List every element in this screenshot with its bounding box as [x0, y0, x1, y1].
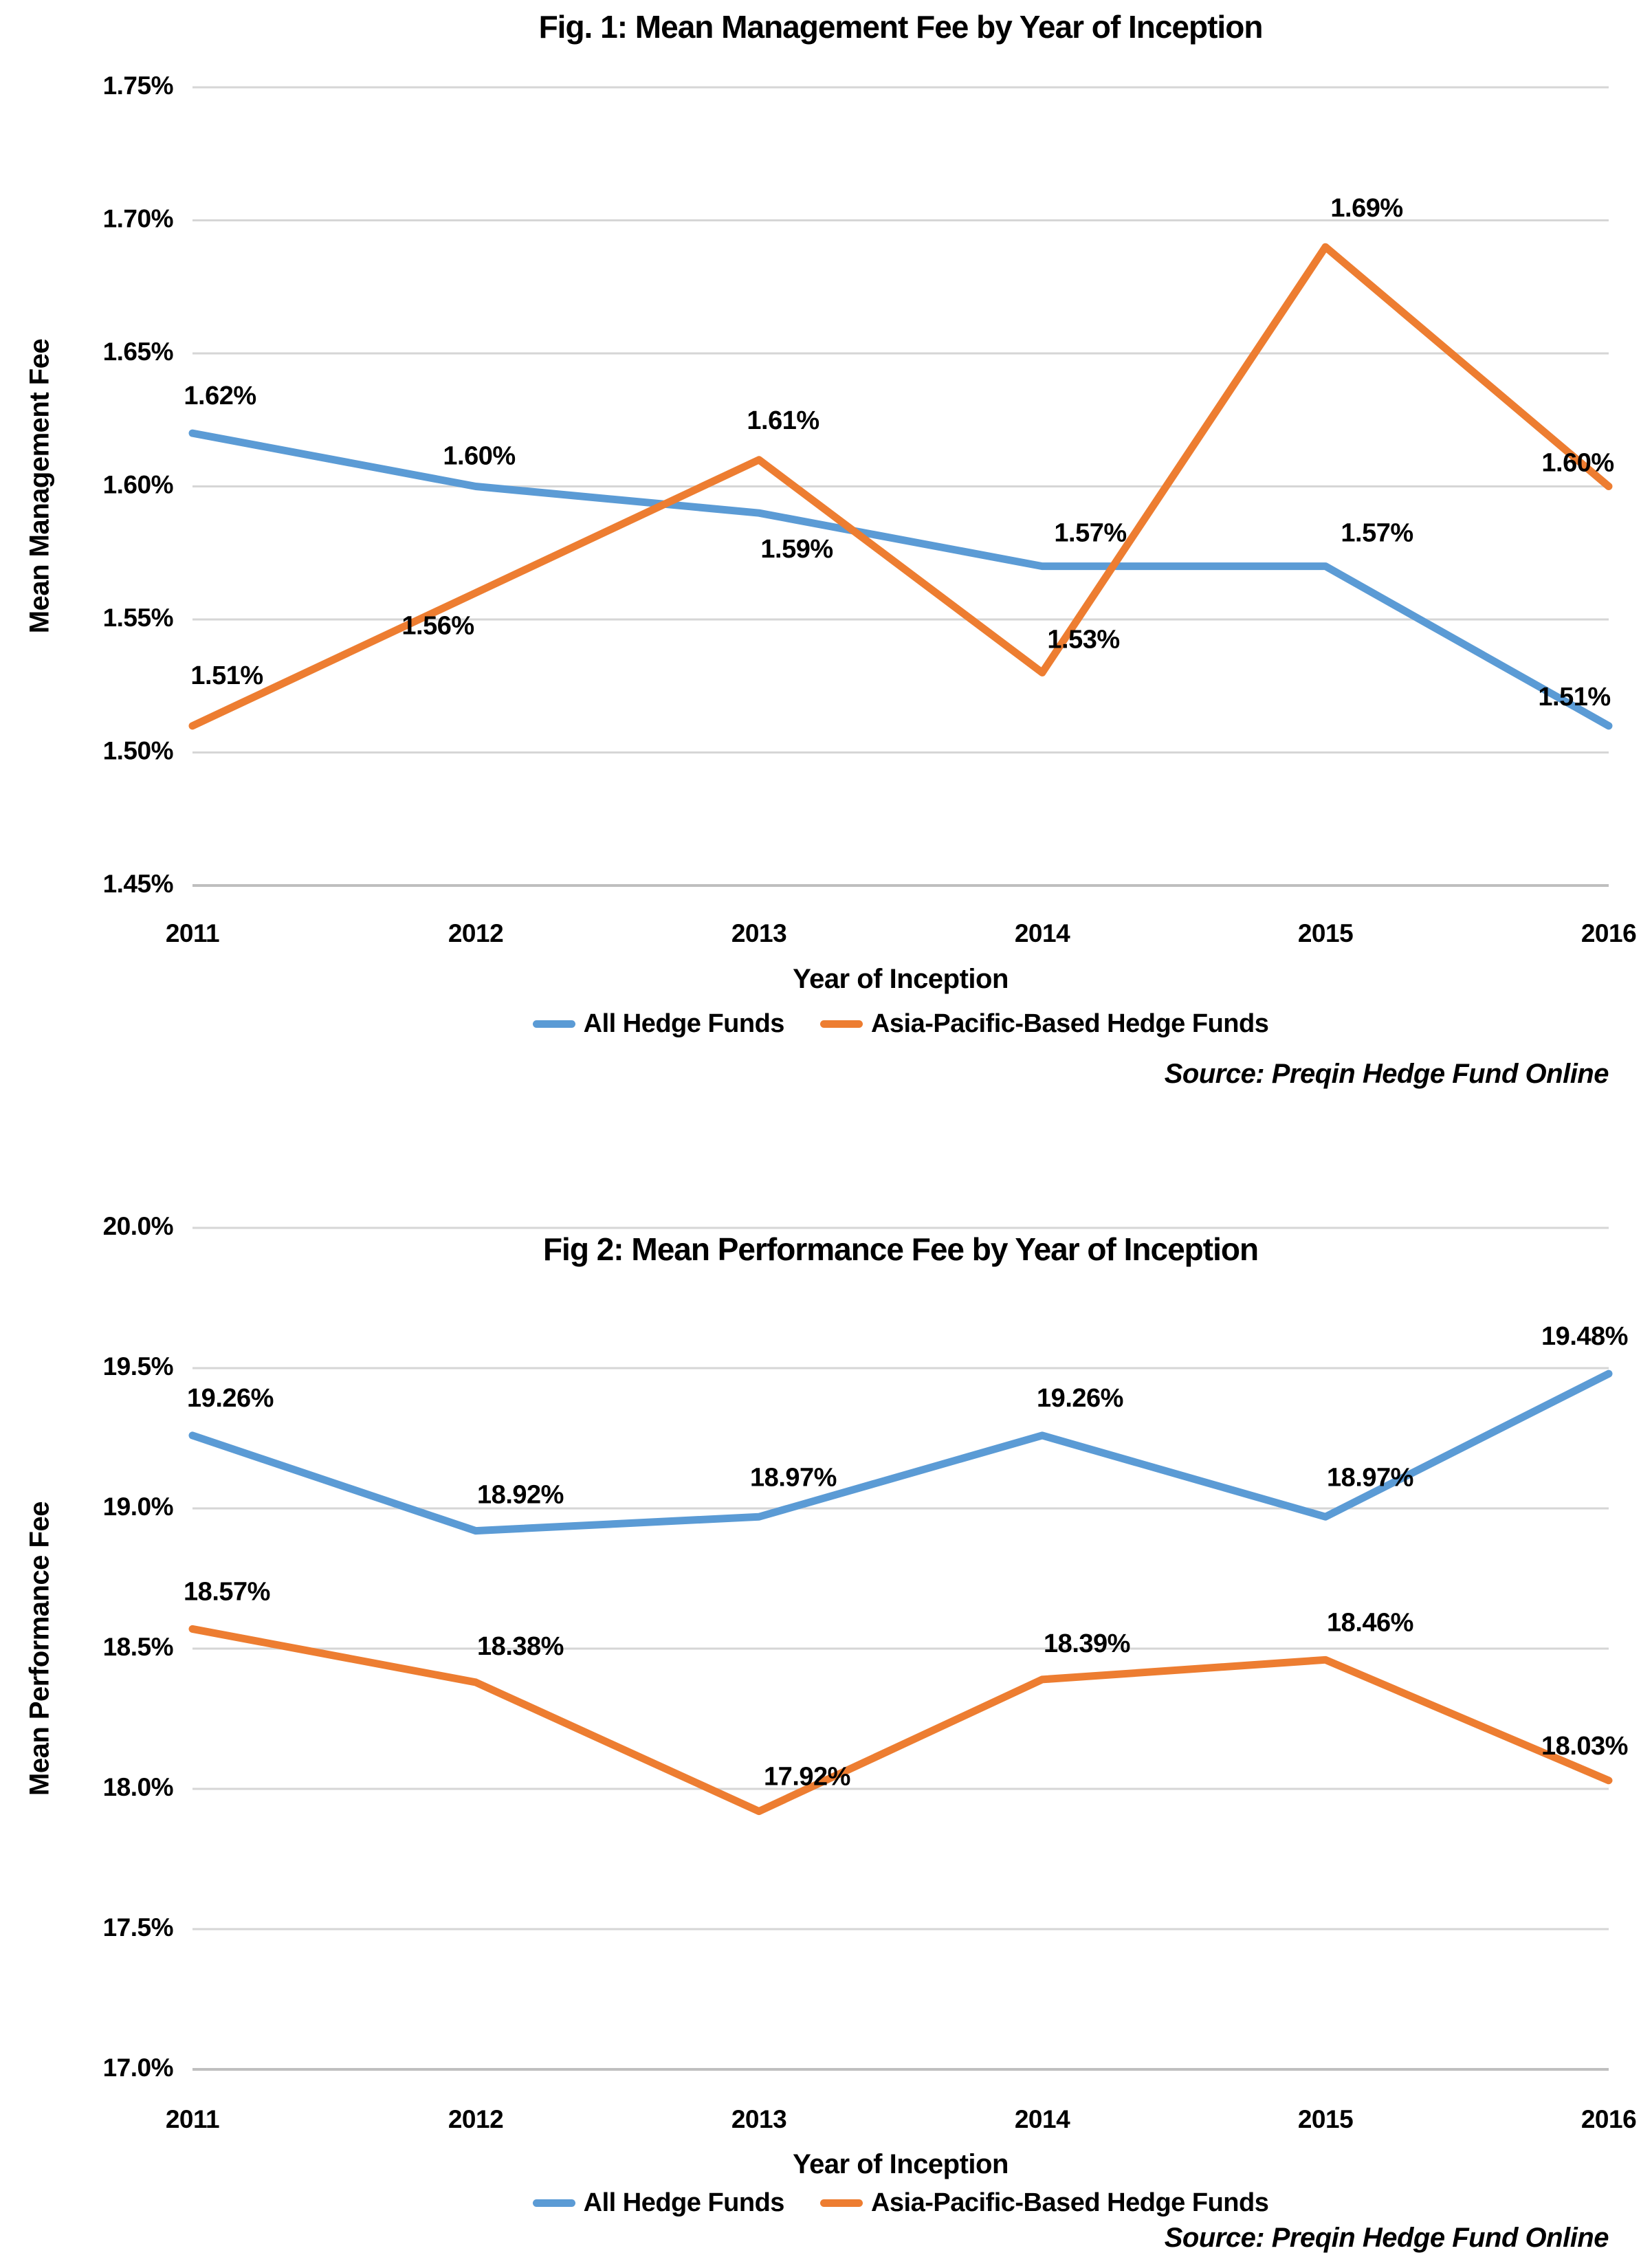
data-label: 18.38%	[477, 1632, 564, 1661]
x-tick-label: 2011	[166, 2105, 219, 2133]
series-line-all-hedge-funds	[188, 1370, 1613, 1535]
asia-pacific-swatch	[819, 1020, 863, 1028]
series-line-asia-pacific-based-hedge-funds	[188, 1625, 1613, 1816]
legend-label: Asia-Pacific-Based Hedge Funds	[870, 1009, 1269, 1038]
x-tick-label: 2015	[1298, 919, 1353, 947]
y-tick-label: 18.0%	[103, 1773, 173, 1801]
all-hedge-funds-swatch	[532, 1020, 575, 1028]
y-tick-label: 20.0%	[103, 1212, 173, 1240]
management-fee-chart: Fig. 1: Mean Management Fee by Year of I…	[25, 9, 1637, 1089]
legend-label: All Hedge Funds	[583, 2188, 785, 2217]
performance-fee-chart: Fig 2: Mean Performance Fee by Year of I…	[0, 1128, 1652, 2255]
y-tick-label: 1.60%	[103, 470, 173, 498]
asia-pacific-swatch	[819, 2199, 863, 2207]
data-label: 1.69%	[1330, 194, 1402, 223]
x-tick-label: 2014	[1015, 919, 1070, 947]
legend-label: Asia-Pacific-Based Hedge Funds	[870, 2188, 1269, 2217]
y-tick-label: 17.5%	[103, 1913, 173, 1942]
data-label: 1.51%	[190, 661, 263, 690]
data-label: 1.62%	[184, 382, 256, 410]
y-tick-label: 1.50%	[103, 736, 173, 764]
legend-item-all-hedge-funds: All Hedge Funds	[532, 2188, 785, 2218]
data-label: 1.61%	[747, 406, 819, 435]
legend-item-asia-pacific: Asia-Pacific-Based Hedge Funds	[819, 2188, 1269, 2218]
x-tick-label: 2016	[1581, 2105, 1636, 2133]
y-tick-label: 1.75%	[103, 72, 173, 100]
chart2-x-axis-title: Year of Inception	[793, 2149, 1009, 2179]
chart2-plot-area: 20.0% 19.5% 19.0% 18.5% 18.0% 17.5% 17.0% 2011 2…	[103, 1212, 1637, 2133]
data-label: 1.51%	[1538, 683, 1610, 712]
data-label: 18.03%	[1541, 1732, 1628, 1761]
data-label: 18.39%	[1044, 1629, 1130, 1658]
data-label: 1.57%	[1054, 519, 1126, 548]
chart1-source: Source: Preqin Hedge Fund Online	[1164, 1059, 1609, 1089]
legend-item-asia-pacific: Asia-Pacific-Based Hedge Funds	[819, 1009, 1269, 1039]
x-tick-label: 2012	[448, 919, 503, 947]
all-hedge-funds-swatch	[532, 2199, 575, 2207]
x-tick-label: 2013	[731, 2105, 786, 2133]
data-label: 1.53%	[1047, 625, 1119, 654]
y-tick-label: 19.0%	[103, 1493, 173, 1521]
legend-label: All Hedge Funds	[583, 1009, 785, 1038]
data-label: 1.60%	[443, 442, 515, 471]
data-label: 1.60%	[1541, 449, 1614, 478]
chart1-legend: All Hedge Funds Asia-Pacific-Based Hedge…	[192, 1009, 1609, 1039]
chart1-title: Fig. 1: Mean Management Fee by Year of I…	[538, 9, 1264, 45]
y-tick-label: 19.5%	[103, 1352, 173, 1380]
y-tick-label: 1.65%	[103, 338, 173, 366]
data-label: 18.92%	[477, 1481, 564, 1510]
y-tick-label: 1.45%	[103, 870, 173, 898]
x-tick-label: 2016	[1581, 919, 1636, 947]
data-label: 18.46%	[1327, 1608, 1413, 1637]
y-tick-label: 17.0%	[103, 2054, 173, 2082]
y-tick-label: 1.55%	[103, 604, 173, 632]
x-tick-label: 2014	[1015, 2105, 1070, 2133]
x-tick-label: 2015	[1298, 2105, 1353, 2133]
legend-item-all-hedge-funds: All Hedge Funds	[532, 1009, 785, 1039]
data-label: 19.26%	[187, 1384, 274, 1413]
data-label: 1.56%	[401, 611, 474, 640]
data-label: 18.97%	[1327, 1463, 1413, 1492]
chart2-legend: All Hedge Funds Asia-Pacific-Based Hedge…	[192, 2188, 1609, 2218]
series-line-asia-pacific-based-hedge-funds	[188, 243, 1613, 730]
x-tick-label: 2011	[166, 919, 219, 947]
chart2-source: Source: Preqin Hedge Fund Online	[1164, 2223, 1609, 2253]
x-tick-label: 2013	[731, 919, 786, 947]
chart1-plot-area: 1.75% 1.70% 1.65% 1.60% 1.55% 1.50% 1.45% 2011 2…	[103, 72, 1637, 947]
data-label: 19.48%	[1541, 1322, 1628, 1351]
chart2-title: Fig 2: Mean Performance Fee by Year of I…	[542, 1231, 1259, 1267]
series-line-all-hedge-funds	[188, 429, 1613, 730]
data-label: 17.92%	[764, 1763, 850, 1792]
data-label: 18.97%	[750, 1463, 837, 1492]
chart1-x-axis-title: Year of Inception	[793, 964, 1009, 994]
x-tick-label: 2012	[448, 2105, 503, 2133]
data-label: 19.26%	[1037, 1384, 1123, 1413]
y-tick-label: 1.70%	[103, 204, 173, 232]
y-tick-label: 18.5%	[103, 1633, 173, 1661]
data-label: 18.57%	[184, 1577, 270, 1606]
data-label: 1.59%	[760, 535, 833, 564]
data-label: 1.57%	[1341, 519, 1413, 548]
